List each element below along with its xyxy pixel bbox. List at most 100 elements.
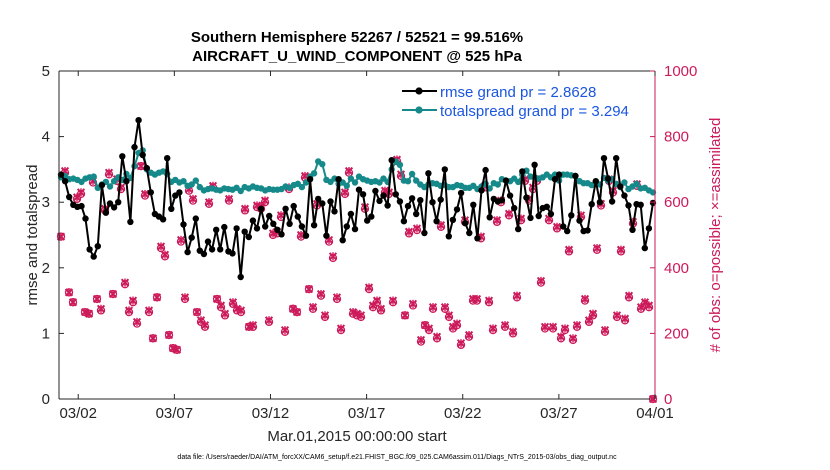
obs-assimilated-marker <box>560 324 570 333</box>
chart-title-line-2: AIRCRAFT_U_WIND_COMPONENT @ 525 hPa <box>192 48 522 65</box>
totalspread-point <box>621 179 628 186</box>
obs-assimilated-marker <box>456 339 466 348</box>
rmse-point <box>253 225 261 232</box>
rmse-point <box>535 212 542 220</box>
obs-assimilated-marker <box>304 285 314 294</box>
rmse-point <box>421 229 428 237</box>
rmse-point <box>278 231 285 238</box>
rmse-point <box>306 176 314 183</box>
x-tick-label: 03/17 <box>348 405 386 422</box>
rmse-point <box>131 143 138 151</box>
rmse-point <box>123 178 130 185</box>
y-left-tick-label: 1 <box>42 325 50 342</box>
y-axis-right-label: # of obs: o=possible; ×=assimilated <box>707 118 724 353</box>
totalspread-point <box>408 170 416 178</box>
rmse-point <box>217 246 224 253</box>
rmse-point <box>204 238 212 245</box>
obs-assimilated-marker <box>404 227 414 236</box>
rmse-point <box>106 200 114 207</box>
obs-assimilated-marker <box>156 242 166 251</box>
axes: 0 1 2 3 4 5 0 200 400 600 800 1000 03/02 03/07 03/12 03… <box>42 63 698 422</box>
rmse-point <box>470 201 477 208</box>
y-left-tick-label: 2 <box>42 260 50 277</box>
rmse-point <box>376 197 383 205</box>
rmse-point <box>270 220 277 227</box>
rmse-point <box>588 201 595 208</box>
obs-assimilated-marker <box>260 196 270 205</box>
rmse-point <box>531 161 538 168</box>
totalspread-point <box>343 182 350 189</box>
rmse-point <box>302 232 310 239</box>
obs-assimilated-marker <box>96 304 106 313</box>
rmse-point <box>347 210 355 218</box>
obs-assimilated-marker <box>172 345 182 354</box>
obs-assimilated-marker <box>644 301 654 310</box>
legend-rmse-label: rmse grand pr = 2.8628 <box>440 84 596 101</box>
obs-assimilated-marker <box>344 166 354 176</box>
obs-assimilated-marker <box>376 304 386 313</box>
obs-assimilated-marker <box>372 296 382 305</box>
rmse-point <box>637 201 644 208</box>
totalspread-point <box>319 161 326 168</box>
rmse-point <box>343 223 350 230</box>
rmse-point <box>400 218 408 225</box>
obs-assimilated-marker <box>148 334 158 343</box>
rmse-point <box>139 151 146 159</box>
rmse-point <box>245 233 252 241</box>
totalspread-point <box>237 187 244 195</box>
rmse-point <box>592 178 599 185</box>
totalspread-point <box>633 180 640 187</box>
obs-assimilated-marker <box>160 250 170 259</box>
rmse-point <box>572 172 579 180</box>
rmse-point <box>274 226 281 233</box>
rmse-point <box>127 218 134 226</box>
rmse-point <box>576 217 583 224</box>
rmse-point <box>310 222 318 229</box>
rmse-point <box>90 253 97 260</box>
rmse-point <box>555 171 563 178</box>
rmse-point <box>527 214 534 222</box>
obs-assimilated-marker <box>124 306 134 315</box>
y-right-tick-label: 800 <box>664 129 689 146</box>
rmse-point <box>351 225 359 233</box>
rmse-point <box>192 215 199 222</box>
rmse-point <box>564 227 571 235</box>
obs-assimilated-marker <box>204 198 214 207</box>
obs-assimilated-marker <box>512 291 522 300</box>
obs-assimilated-marker <box>444 311 454 320</box>
rmse-point <box>392 191 399 198</box>
rmse-point <box>551 176 559 183</box>
rmse-point <box>147 189 154 196</box>
totalspread-point <box>376 179 383 186</box>
legend-spread-label: totalspread grand pr = 3.294 <box>440 103 629 120</box>
rmse-point <box>519 168 526 175</box>
rmse-point <box>339 237 346 244</box>
obs-assimilated-marker <box>572 321 582 330</box>
obs-assimilated-marker <box>492 216 502 225</box>
rmse-point <box>498 197 506 204</box>
totalspread-point <box>515 178 522 186</box>
rmse-point <box>135 117 142 124</box>
rmse-point <box>453 206 461 213</box>
rmse-point <box>502 177 510 184</box>
rmse-point <box>298 223 306 230</box>
totalspread-point <box>494 181 501 188</box>
legend-rmse-marker <box>415 87 423 95</box>
obs-assimilated-marker <box>424 324 434 333</box>
rmse-point <box>617 183 624 190</box>
rmse-point <box>486 214 493 221</box>
rmse-point <box>425 170 432 177</box>
plot-area <box>59 71 655 399</box>
rmse-point <box>613 155 620 162</box>
data-file-footnote: data file: /Users/raeder/DAI/ATM_forcXX/… <box>177 454 617 461</box>
rmse-point <box>372 187 379 195</box>
y-right-tick-label: 600 <box>664 194 689 211</box>
obs-assimilated-marker <box>152 293 162 302</box>
obs-assimilated-marker <box>188 194 198 204</box>
rmse-point <box>359 191 367 198</box>
rmse-point <box>323 232 330 239</box>
totalspread-point <box>188 181 195 188</box>
rmse-point <box>237 273 244 281</box>
rmse-point <box>506 192 514 199</box>
obs-assimilated-marker <box>236 306 246 315</box>
